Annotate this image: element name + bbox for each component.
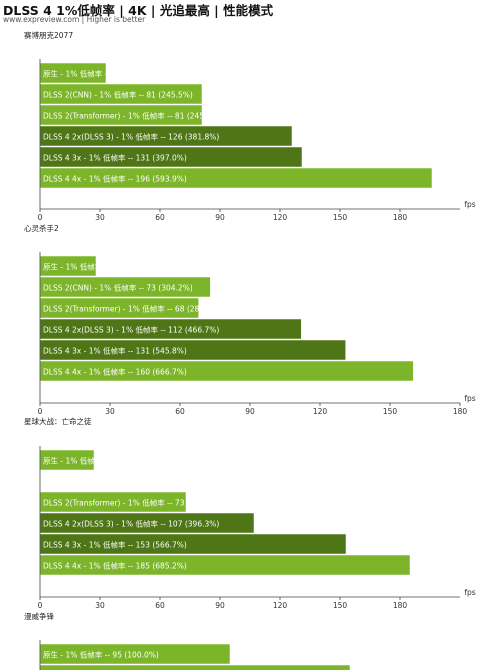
- bar-label: DLSS 4 3x - 1% 低帧率 -- 153 (566.7%): [43, 540, 187, 550]
- bar-label: DLSS 2(Transformer) - 1% 低帧率 -- 81 (245.…: [43, 111, 221, 121]
- x-axis-unit: fps: [464, 200, 475, 209]
- x-tick-label: 90: [215, 213, 225, 222]
- bar-label: DLSS 4 4x - 1% 低帧率 -- 185 (685.2%): [43, 561, 187, 571]
- x-axis-unit: fps: [464, 588, 475, 597]
- x-tick-label: 120: [313, 407, 328, 416]
- bar-label: DLSS 2(CNN) - 1% 低帧率 -- 73 (304.2%): [43, 283, 193, 293]
- x-tick-label: 90: [215, 601, 225, 610]
- bar-label: DLSS 2(Transformer) - 1% 低帧率 -- 68 (283.…: [43, 304, 221, 314]
- x-tick-label: 150: [333, 213, 348, 222]
- x-tick-label: 150: [333, 601, 348, 610]
- bar-label: DLSS 4 3x - 1% 低帧率 -- 131 (397.0%): [43, 153, 187, 163]
- page-subtitle: www.expreview.com | Higher is better: [3, 15, 146, 24]
- bar-label: DLSS 4 2x(DLSS 3) - 1% 低帧率 -- 107 (396.3…: [43, 519, 219, 529]
- bar-label: DLSS 4 3x - 1% 低帧率 -- 131 (545.8%): [43, 346, 187, 356]
- x-tick-label: 180: [393, 601, 408, 610]
- chart-title: 心灵杀手2: [24, 223, 59, 233]
- bar-label: DLSS 4 4x - 1% 低帧率 -- 160 (666.7%): [43, 367, 187, 377]
- x-tick-label: 90: [245, 407, 255, 416]
- chart-title: 星球大战：亡命之徒: [24, 416, 92, 426]
- x-tick-label: 60: [175, 407, 185, 416]
- x-tick-label: 180: [453, 407, 468, 416]
- chart-title: 漫威争锋: [24, 611, 54, 621]
- chart-panel-1: 赛博朋克2077 原生 - 1% 低帧率 -- 33 (100.0%) DLSS 2…: [24, 30, 476, 222]
- bar-label: 原生 - 1% 低帧率 -- 27 (100.0%): [43, 456, 159, 466]
- x-tick-label: 120: [273, 213, 288, 222]
- x-tick-label: 30: [95, 213, 105, 222]
- x-axis-unit: fps: [464, 394, 475, 403]
- x-tick-label: 0: [38, 213, 43, 222]
- bar-label: 原生 - 1% 低帧率 -- 24 (100.0%): [43, 262, 159, 272]
- chart-title: 赛博朋克2077: [24, 30, 73, 40]
- bar-label: 原生 - 1% 低帧率 -- 33 (100.0%): [43, 69, 159, 79]
- x-tick-label: 0: [38, 407, 43, 416]
- x-tick-label: 30: [95, 601, 105, 610]
- bar-label: DLSS 2(CNN) - 1% 低帧率 -- 81 (245.5%): [43, 90, 193, 100]
- x-tick-label: 150: [383, 407, 398, 416]
- bar-label: DLSS 2(Transformer) - 1% 低帧率 -- 73 (270.…: [43, 498, 221, 508]
- bar-label: 原生 - 1% 低帧率 -- 95 (100.0%): [43, 650, 159, 660]
- x-tick-label: 60: [155, 601, 165, 610]
- x-tick-label: 30: [105, 407, 115, 416]
- chart-panel-2: 心灵杀手2 原生 - 1% 低帧率 -- 24 (100.0%) DLSS 2(CN…: [24, 223, 476, 416]
- page-title: DLSS 4 1%低帧率 | 4K | 光追最高 | 性能模式: [3, 3, 274, 18]
- x-tick-label: 180: [393, 213, 408, 222]
- x-tick-label: 120: [273, 601, 288, 610]
- x-tick-label: 0: [38, 601, 43, 610]
- bar-label: DLSS 4 2x(DLSS 3) - 1% 低帧率 -- 126 (381.8…: [43, 132, 219, 142]
- x-tick-label: 60: [155, 213, 165, 222]
- bar: [39, 664, 351, 670]
- bar-label: DLSS 4 2x(DLSS 3) - 1% 低帧率 -- 112 (466.7…: [43, 325, 219, 335]
- bar-label: DLSS 4 4x - 1% 低帧率 -- 196 (593.9%): [43, 174, 187, 184]
